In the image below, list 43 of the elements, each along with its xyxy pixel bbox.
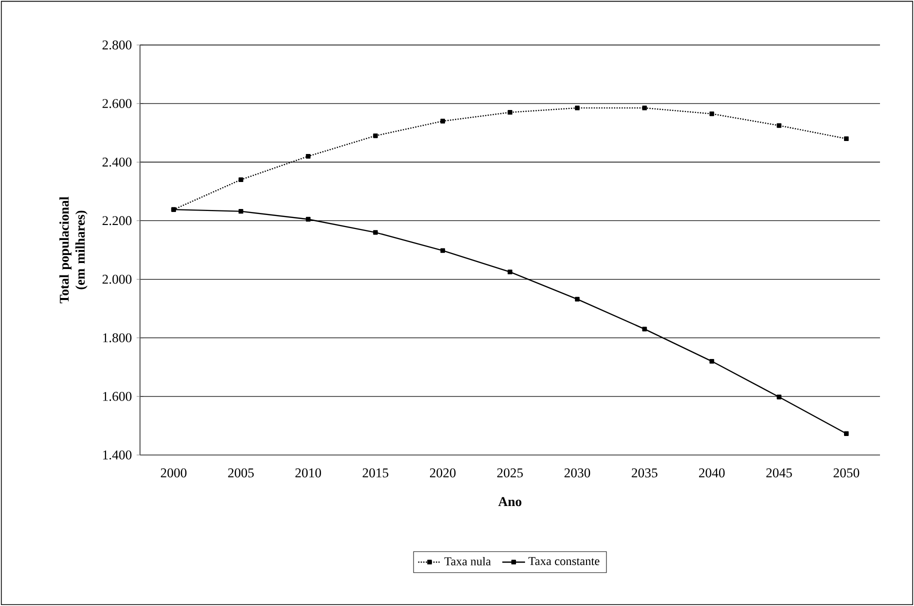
point	[642, 326, 647, 332]
y-tick-label: 1.800	[103, 333, 132, 342]
y-tick-label: 2.800	[102, 40, 132, 50]
x-tick-label: 2050	[834, 468, 860, 478]
point	[373, 133, 378, 138]
point	[574, 106, 580, 110]
x-tick-label: 2030	[564, 468, 590, 478]
point	[844, 136, 849, 142]
x-tick-label: 2005	[228, 468, 254, 478]
point	[373, 230, 378, 235]
y-tick-label: 2.400	[102, 158, 132, 167]
y-tick-label: 1.400	[103, 450, 132, 460]
x-tick-label: 2025	[497, 468, 523, 478]
x-tick-label: 2000	[160, 468, 186, 478]
x-tick-label: 2020	[430, 468, 456, 478]
y-axis-title: Total populacional (em milhares)	[59, 196, 88, 304]
point	[574, 296, 580, 302]
point	[508, 110, 512, 115]
point	[306, 154, 311, 159]
point	[709, 358, 714, 364]
y-tick-label: 2.000	[102, 274, 132, 284]
point	[709, 111, 714, 116]
x-tick-label: 2010	[295, 468, 322, 478]
y-tick-label: 2.600	[102, 99, 132, 108]
x-tick-label: 2045	[766, 468, 792, 478]
point	[440, 248, 446, 253]
x-tick-label: 2040	[699, 468, 725, 478]
point	[238, 177, 244, 182]
point	[440, 118, 446, 124]
legend-label: Taxa constante	[528, 557, 600, 566]
point	[508, 270, 512, 274]
x-tick-label: 2035	[632, 468, 658, 478]
x-axis-title: Ano	[498, 497, 522, 506]
legend-label: Taxa nula	[444, 556, 491, 566]
point	[844, 431, 849, 436]
y-tick-label: 1.600	[103, 392, 132, 401]
point	[642, 106, 647, 110]
y-tick-label: 2.200	[102, 216, 132, 226]
point	[238, 209, 244, 214]
point	[776, 394, 782, 400]
x-tick-label: 2015	[362, 468, 388, 478]
point	[776, 123, 782, 128]
point	[306, 216, 311, 222]
